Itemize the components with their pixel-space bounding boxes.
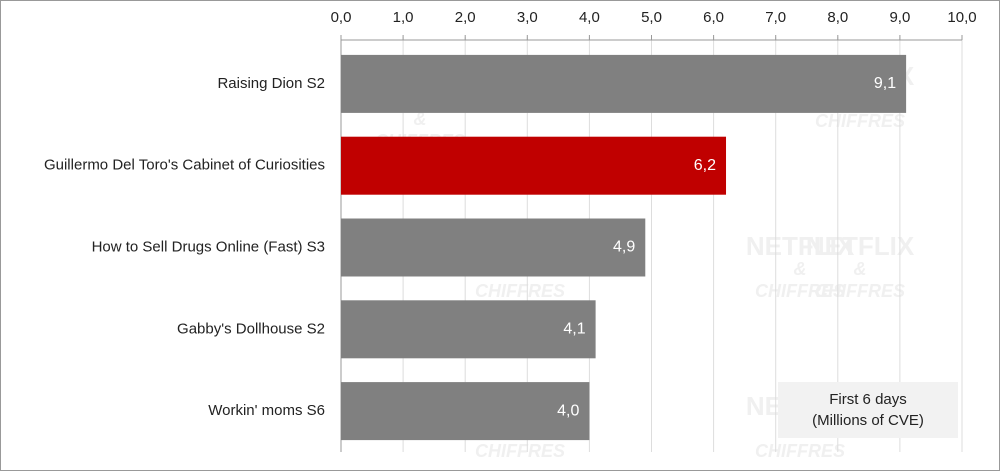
data-label: 4,0 <box>557 402 579 419</box>
watermark: CHIFFRES <box>815 111 905 131</box>
bar <box>341 136 727 195</box>
watermark: & <box>854 259 867 279</box>
x-tick-label: 3,0 <box>517 9 538 26</box>
x-tick-label: 9,0 <box>889 9 910 26</box>
watermark: NETFLIX <box>746 231 855 261</box>
watermark: & <box>414 109 427 129</box>
x-tick-label: 2,0 <box>455 9 476 26</box>
x-tick-label: 10,0 <box>947 9 976 26</box>
x-tick-label: 8,0 <box>827 9 848 26</box>
x-tick-label: 7,0 <box>765 9 786 26</box>
data-label: 4,9 <box>613 239 635 256</box>
x-tick-label: 4,0 <box>579 9 600 26</box>
bar <box>341 218 646 277</box>
x-tick-label: 0,0 <box>331 9 352 26</box>
annotation-box <box>778 382 958 438</box>
y-tick-label: Gabby's Dollhouse S2 <box>177 320 325 337</box>
watermark: CHIFFRES <box>475 441 565 461</box>
data-label: 6,2 <box>694 157 716 174</box>
annotation: First 6 days <box>829 391 907 408</box>
x-tick-label: 5,0 <box>641 9 662 26</box>
x-tick-label: 1,0 <box>393 9 414 26</box>
y-tick-label: How to Sell Drugs Online (Fast) S3 <box>92 238 325 255</box>
y-tick-label: Raising Dion S2 <box>217 75 325 92</box>
watermark: & <box>794 259 807 279</box>
watermark: CHIFFRES <box>815 281 905 301</box>
data-label: 9,1 <box>874 75 896 92</box>
x-tick-label: 6,0 <box>703 9 724 26</box>
data-label: 4,1 <box>563 321 585 338</box>
bar <box>341 54 907 113</box>
y-tick-label: Workin' moms S6 <box>208 402 325 419</box>
watermark: CHIFFRES <box>755 441 845 461</box>
bar <box>341 382 590 441</box>
y-tick-label: Guillermo Del Toro's Cabinet of Curiosit… <box>44 157 325 174</box>
watermark: CHIFFRES <box>755 281 845 301</box>
bar <box>341 300 596 359</box>
annotation: (Millions of CVE) <box>812 412 924 429</box>
watermark: NETFLIX <box>806 231 915 261</box>
watermark: CHIFFRES <box>475 281 565 301</box>
